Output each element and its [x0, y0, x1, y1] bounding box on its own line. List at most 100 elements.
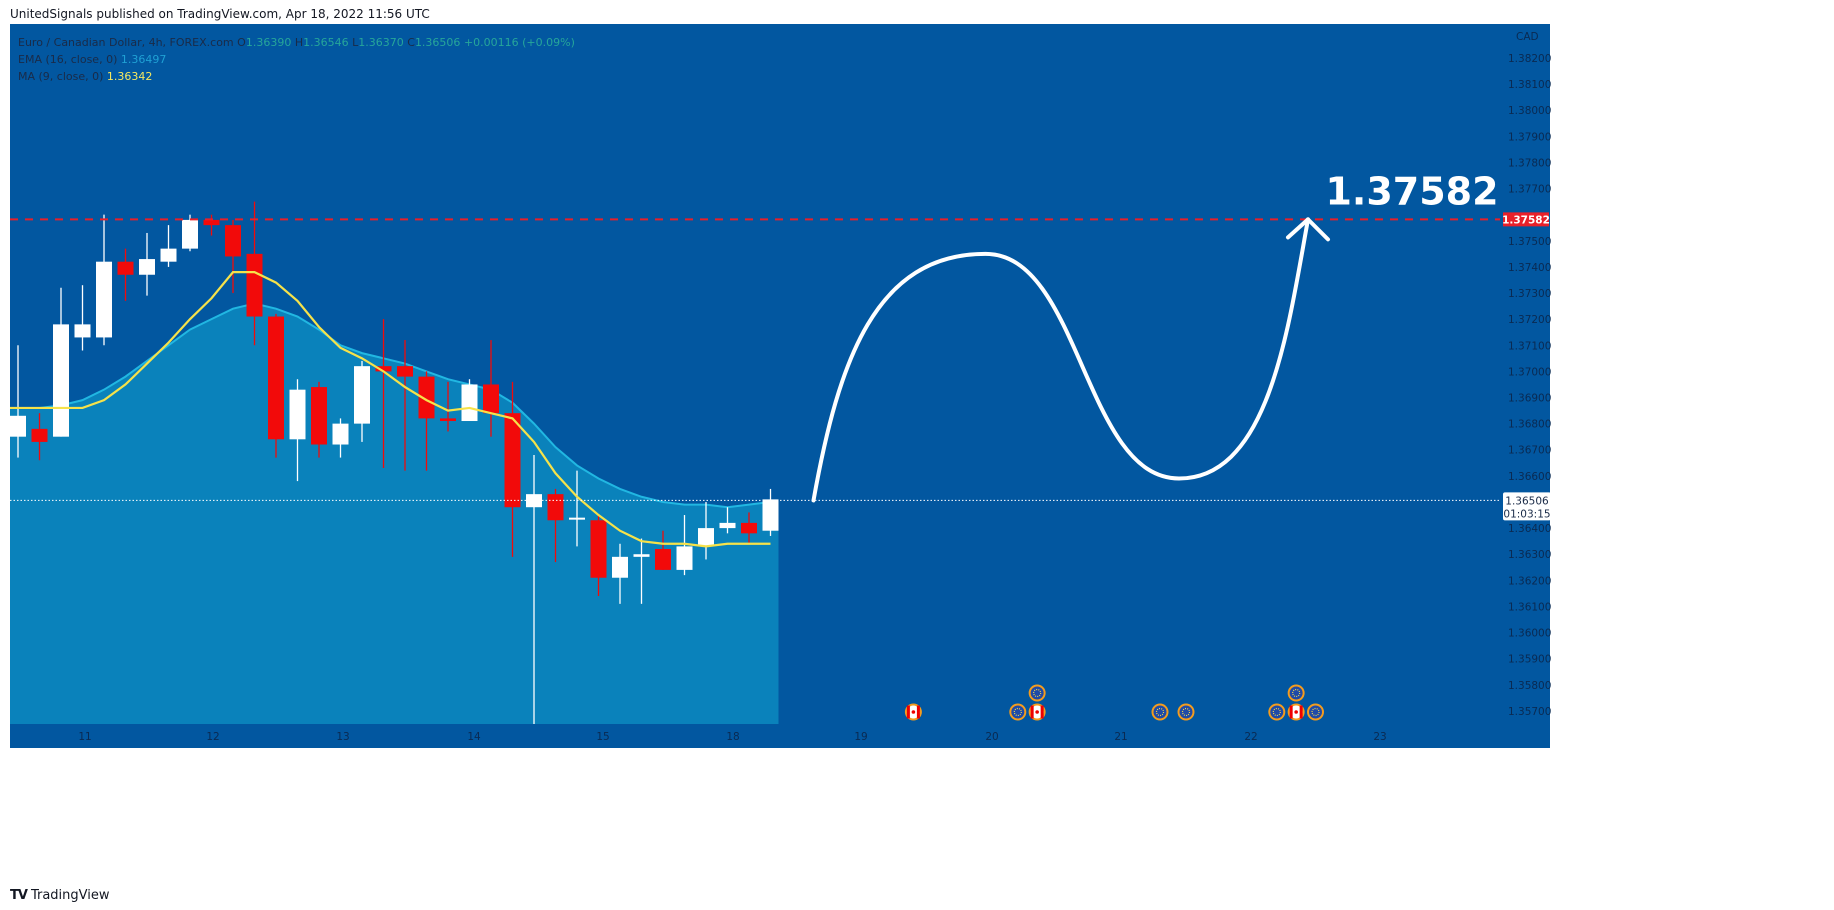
candle-body [612, 556, 628, 578]
candle-body [698, 528, 714, 547]
candle-body [676, 546, 693, 570]
candle-body [225, 225, 241, 257]
candle-body [182, 219, 198, 249]
candle-body [31, 428, 48, 442]
legend-o-label: O [237, 36, 246, 49]
legend-c-label: C [407, 36, 415, 49]
eu-stars [1181, 707, 1191, 717]
ema-fill-area [10, 303, 779, 724]
price-axis-tick: 1.36800 [1508, 419, 1551, 431]
projection-arrowhead-icon [1286, 217, 1330, 242]
event-flag [1289, 686, 1303, 700]
last-price-tag-value: 1.36506 [1505, 495, 1549, 507]
target-price-tag [1503, 212, 1549, 227]
canada-bar-right [916, 705, 920, 719]
price-axis-tick: 1.35900 [1508, 654, 1551, 666]
canada-leaf [1294, 710, 1298, 714]
publish-info: UnitedSignals published on TradingView.c… [10, 7, 430, 21]
price-axis-tick: 1.36900 [1508, 393, 1551, 405]
price-axis-tick: 1.36000 [1508, 628, 1551, 640]
projection-arrow-curve [811, 217, 1310, 503]
tradingview-logo-icon: TV [10, 887, 28, 903]
candle-body [74, 324, 91, 338]
price-axis-tick: 1.38200 [1508, 53, 1551, 65]
eu-stars [1272, 707, 1281, 717]
price-axis-tick: 1.36200 [1508, 575, 1551, 587]
currency-label: CAD [1516, 31, 1539, 43]
eu-stars [1033, 688, 1042, 698]
candle-body [268, 316, 284, 440]
candle-body [139, 259, 155, 275]
price-axis-tick: 1.38000 [1508, 105, 1551, 117]
canada-bar-left [1289, 705, 1293, 719]
candle-body [741, 522, 757, 534]
time-axis-tick: 13 [336, 731, 349, 743]
candle-body [504, 413, 521, 508]
eu-stars [1311, 707, 1320, 717]
event-flag [1030, 686, 1044, 700]
price-axis-tick: 1.37300 [1508, 288, 1551, 300]
legend-ema-label: EMA (16, close, 0) [18, 53, 118, 66]
canada-leaf [911, 710, 916, 714]
candle-body [397, 366, 413, 377]
price-axis-tick: 1.36100 [1508, 601, 1551, 613]
candle-body [547, 494, 564, 521]
canada-bar-left [1030, 705, 1034, 719]
eu-stars [1292, 688, 1301, 698]
price-axis-tick: 1.37700 [1508, 184, 1551, 196]
legend-ema-row[interactable]: EMA (16, close, 0) 1.36497 [18, 51, 575, 68]
canada-leaf [1035, 710, 1039, 714]
time-axis-tick: 12 [206, 731, 219, 743]
price-axis-tick: 1.37800 [1508, 157, 1551, 169]
candle-body [117, 261, 134, 275]
target-price-label: 1.37582 [1325, 169, 1498, 213]
time-axis-tick: 19 [854, 731, 867, 743]
price-axis-background [1500, 24, 1550, 748]
legend-c-value: 1.36506 [414, 36, 461, 49]
candle-body [569, 517, 585, 520]
price-axis-tick: 1.37000 [1508, 366, 1551, 378]
candle-body [10, 415, 26, 437]
event-flag [1011, 705, 1025, 719]
eu-stars [1155, 707, 1165, 717]
footer-brand-label: TradingView [30, 887, 110, 903]
event-flag [1309, 705, 1322, 719]
eu-stars [1013, 707, 1022, 717]
price-axis-tick: 1.37200 [1508, 314, 1551, 326]
canada-bar-right [1299, 705, 1303, 719]
event-eu-flag-icon [1268, 703, 1286, 721]
event-canada-flag-icon [1028, 703, 1046, 721]
legend-o-value: 1.36390 [245, 36, 292, 49]
candle-body [655, 549, 671, 570]
time-axis-tick: 20 [985, 731, 998, 743]
legend-h-value: 1.36546 [303, 36, 349, 49]
candle-body [289, 389, 306, 440]
candle-body [53, 324, 69, 437]
event-canada-flag-icon [1287, 703, 1305, 721]
candle-body [332, 423, 349, 445]
time-axis-background [10, 724, 1500, 748]
legend-h-label: H [294, 36, 304, 49]
candle-body [246, 253, 263, 317]
candle-body [483, 384, 499, 414]
time-axis-tick: 18 [726, 731, 739, 743]
candle-body [762, 499, 779, 531]
candle-body [418, 376, 435, 419]
time-axis-tick: 15 [596, 731, 609, 743]
event-eu-flag-icon [1009, 703, 1027, 721]
legend-ema-value: 1.36497 [120, 53, 167, 66]
time-axis-tick: 14 [467, 731, 481, 743]
legend-ma-label: MA (9, close, 0) [18, 70, 104, 83]
legend-ma-row[interactable]: MA (9, close, 0) 1.36342 [18, 68, 575, 85]
candle-body [203, 219, 220, 226]
price-axis-tick: 1.38100 [1508, 79, 1551, 91]
footer-brand[interactable]: TV TradingView [10, 884, 109, 906]
legend-symbol[interactable]: Euro / Canadian Dollar, 4h, FOREX.com [18, 36, 234, 49]
event-canada-flag-icon [904, 703, 922, 721]
ma-line [10, 271, 771, 548]
event-eu-flag-icon [1307, 703, 1324, 721]
price-axis-tick: 1.36600 [1508, 471, 1551, 483]
candle-body [590, 520, 607, 578]
price-axis-tick: 1.37500 [1508, 236, 1551, 248]
